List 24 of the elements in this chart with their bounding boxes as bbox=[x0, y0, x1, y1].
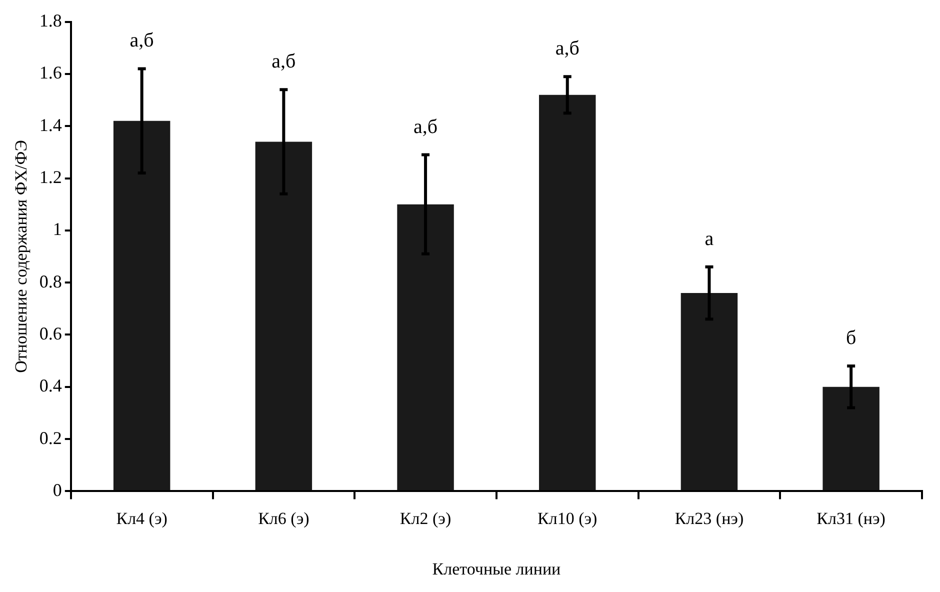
y-tick-label: 0.2 bbox=[39, 428, 62, 448]
y-tick-label: 1.6 bbox=[39, 62, 62, 83]
y-tick-label: 1.2 bbox=[39, 167, 62, 187]
y-tick-label: 0 bbox=[52, 480, 62, 500]
annotation: б bbox=[846, 327, 856, 350]
y-axis-title: Отношение содержания ФХ/ФЭ bbox=[12, 140, 31, 373]
y-tick-label: 0.4 bbox=[39, 376, 62, 396]
x-tick-label: Кл6 (э) bbox=[258, 508, 310, 528]
annotation: а,б bbox=[555, 38, 580, 60]
annotation: а,б bbox=[130, 30, 154, 52]
y-tick-label: 1 bbox=[52, 219, 62, 240]
x-tick-label: Кл10 (э) bbox=[538, 508, 598, 528]
y-tick-label: 1.8 bbox=[39, 10, 62, 31]
x-tick-label: Кл23 (нэ) bbox=[674, 508, 744, 528]
x-tick-label: Кл4 (э) bbox=[116, 508, 168, 528]
y-tick-label: 1.4 bbox=[39, 114, 62, 135]
x-tick-label: Кл31 (нэ) bbox=[816, 508, 886, 528]
annotation: а,б bbox=[413, 116, 438, 138]
x-tick-label: Кл2 (э) bbox=[400, 508, 452, 528]
y-tick-label: 0.8 bbox=[39, 271, 62, 292]
y-tick-label: 0.6 bbox=[39, 323, 62, 344]
x-axis-title: Клеточные линии bbox=[432, 559, 561, 578]
annotation: а bbox=[704, 228, 714, 250]
annotation: а,б bbox=[272, 50, 296, 73]
